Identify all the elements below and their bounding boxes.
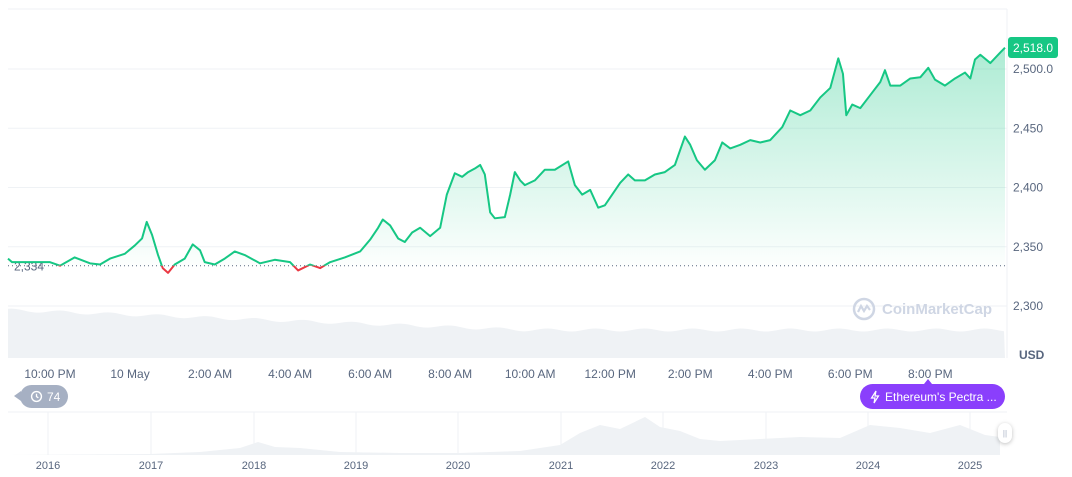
overview-year-label: 2016 [36, 460, 60, 472]
overview-year-label: 2024 [856, 460, 880, 472]
overview-year-label: 2018 [242, 460, 266, 472]
volume-area [8, 308, 1005, 358]
history-badge[interactable]: 74 [13, 385, 69, 408]
x-tick-label: 10:00 AM [505, 367, 556, 381]
baseline-label: 2,334 [14, 260, 44, 274]
overview-year-label: 2023 [754, 460, 778, 472]
x-tick-label: 4:00 AM [268, 367, 312, 381]
y-tick-label: 2,400 [1013, 181, 1043, 195]
x-tick-label: 2:00 AM [188, 367, 232, 381]
y-tick-label: 2,300 [1013, 299, 1043, 313]
overview-year-label: 2025 [958, 460, 982, 472]
y-tick-label: 2,450 [1013, 121, 1043, 135]
price-line-up [7, 46, 1006, 266]
event-label: Ethereum's Pectra ... [885, 389, 997, 404]
history-count: 74 [47, 389, 61, 404]
range-handle[interactable]: || [998, 423, 1012, 443]
x-tick-label: 4:00 PM [748, 367, 793, 381]
overview-year-label: 2021 [549, 460, 573, 472]
event-badge-pectra[interactable]: Ethereum's Pectra ... [860, 379, 1005, 409]
x-tick-label: 2:00 PM [668, 367, 713, 381]
x-tick-label: 12:00 PM [585, 367, 636, 381]
overview-year-label: 2019 [344, 460, 368, 472]
x-tick-label: 6:00 PM [828, 367, 873, 381]
y-tick-label: 2,350 [1013, 240, 1043, 254]
currency-label: USD [1019, 348, 1045, 362]
overview-year-label: 2017 [139, 460, 163, 472]
overview-year-label: 2020 [446, 460, 470, 472]
watermark-text: CoinMarketCap [882, 300, 993, 318]
lightning-icon [870, 390, 880, 403]
history-icon [30, 390, 43, 403]
price-area-fill [8, 47, 1005, 266]
x-tick-label: 10 May [110, 367, 149, 381]
overview-area [8, 417, 1000, 455]
x-tick-label: 6:00 AM [348, 367, 392, 381]
current-price-tag: 2,518.0 [1008, 37, 1058, 58]
x-tick-label: 8:00 AM [428, 367, 472, 381]
coinmarketcap-logo-icon [852, 297, 876, 321]
x-tick-label: 10:00 PM [24, 367, 75, 381]
x-tick-label: 8:00 PM [908, 367, 953, 381]
watermark: CoinMarketCap [852, 297, 992, 321]
overview-year-label: 2022 [651, 460, 675, 472]
y-tick-label: 2,500.0 [1013, 62, 1053, 76]
